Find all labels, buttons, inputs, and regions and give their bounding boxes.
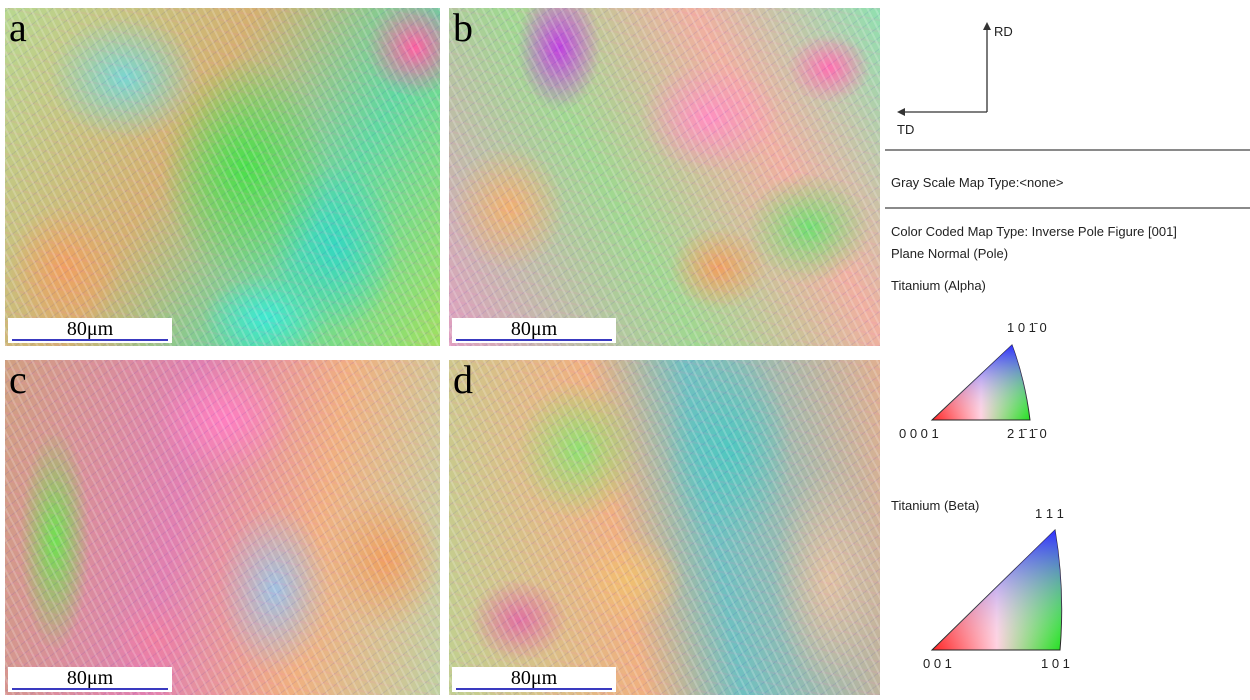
- ipf-alpha-blue: [932, 345, 1030, 420]
- legend: RD TD Gray Scale Map Type:<none> Color C…: [885, 0, 1250, 695]
- td-label: TD: [897, 122, 914, 137]
- panel-label: b: [453, 8, 473, 50]
- gray-scale-type: Gray Scale Map Type:<none>: [891, 175, 1063, 190]
- scale-bar: 80μm: [8, 318, 172, 343]
- plane-normal: Plane Normal (Pole): [891, 246, 1008, 261]
- alpha-left: 0 0 0 1: [899, 426, 939, 441]
- scale-bar: 80μm: [452, 318, 616, 343]
- rd-label: RD: [994, 24, 1013, 39]
- scale-bar: 80μm: [8, 667, 172, 692]
- panel-label: a: [9, 8, 27, 50]
- ipf-beta-blue: [932, 530, 1062, 650]
- color-coded-type: Color Coded Map Type: Inverse Pole Figur…: [891, 224, 1177, 239]
- ebsd-map-c: c 80μm: [5, 360, 440, 695]
- alpha-title: Titanium (Alpha): [891, 278, 986, 293]
- page: {"panels": [ {"label": "a", "scale_bar":…: [0, 0, 1250, 695]
- beta-top: 1 1 1: [1035, 506, 1064, 521]
- arrowhead: [983, 22, 991, 30]
- ebsd-map-a: a 80μm: [5, 8, 440, 346]
- panel-label: d: [453, 360, 473, 402]
- scale-bar: 80μm: [452, 667, 616, 692]
- alpha-right: 2 1̄ 1̄ 0: [1007, 426, 1047, 441]
- beta-right: 1 0 1: [1041, 656, 1070, 671]
- arrowhead: [897, 108, 905, 116]
- legend-panel: RD TD Gray Scale Map Type:<none> Color C…: [885, 0, 1250, 695]
- alpha-top: 1 0 1̄ 0: [1007, 320, 1047, 335]
- ebsd-map-b: b 80μm: [449, 8, 880, 346]
- beta-left: 0 0 1: [923, 656, 952, 671]
- panel-label: c: [9, 360, 27, 402]
- beta-title: Titanium (Beta): [891, 498, 979, 513]
- ebsd-map-d: d 80μm: [449, 360, 880, 695]
